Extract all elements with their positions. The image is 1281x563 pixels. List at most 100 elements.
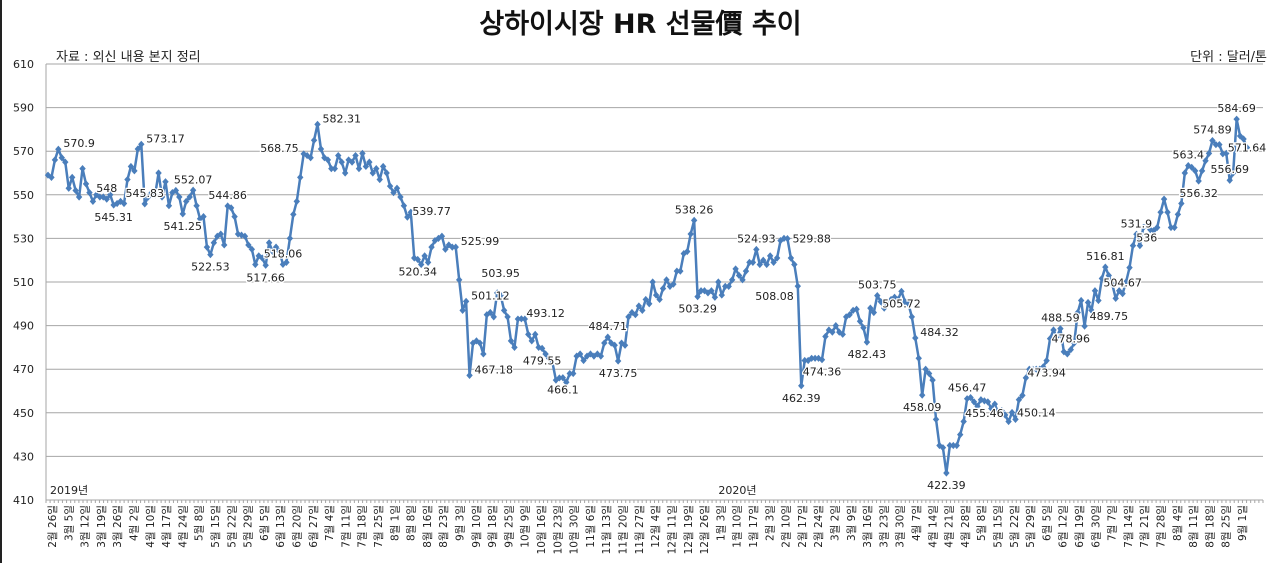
data-point-marker xyxy=(1233,115,1240,123)
data-point-marker xyxy=(369,169,377,177)
data-point-marker xyxy=(507,337,515,345)
x-tick-label: 5월 8일 xyxy=(193,505,206,541)
data-point-marker xyxy=(763,260,770,269)
data-label: 571.64 xyxy=(1228,142,1267,155)
data-point-marker xyxy=(193,202,200,210)
data-point-marker xyxy=(1064,350,1071,358)
data-point-marker xyxy=(950,441,957,450)
y-tick-label: 570 xyxy=(13,145,34,158)
data-point-marker xyxy=(528,337,535,345)
data-label: 505.72 xyxy=(882,297,921,310)
x-tick-label: 3월 5일 xyxy=(62,505,75,541)
data-point-marker xyxy=(576,350,584,358)
data-point-marker xyxy=(583,352,591,360)
y-tick-label: 410 xyxy=(13,494,34,507)
data-point-marker xyxy=(106,191,114,199)
data-point-marker xyxy=(735,271,743,280)
data-point-marker xyxy=(957,431,964,439)
data-point-marker xyxy=(1240,135,1247,143)
data-point-marker xyxy=(1074,308,1081,317)
data-point-marker xyxy=(348,158,356,166)
data-label: 473.75 xyxy=(599,367,638,380)
data-point-marker xyxy=(1001,411,1009,419)
data-point-marker xyxy=(1039,363,1047,371)
data-point-marker xyxy=(1219,150,1227,158)
data-point-marker xyxy=(770,258,777,266)
x-tick-label: 11월 27일 xyxy=(633,505,646,554)
data-point-marker xyxy=(1026,365,1033,373)
x-tick-label: 9월 3일 xyxy=(454,505,467,541)
data-point-marker xyxy=(352,151,359,160)
data-label: 544.86 xyxy=(208,189,247,202)
data-point-marker xyxy=(960,417,967,426)
x-tick-label: 7월 18일 xyxy=(356,505,369,548)
data-point-marker xyxy=(929,376,936,384)
data-point-marker xyxy=(642,295,649,304)
data-point-marker xyxy=(708,287,715,295)
data-point-marker xyxy=(722,282,729,290)
data-point-marker xyxy=(497,291,504,299)
x-tick-label: 7월 4일 xyxy=(323,505,336,541)
data-point-marker xyxy=(1202,157,1209,165)
data-label: 524.93 xyxy=(737,232,776,245)
x-tick-label: 3월 2일 xyxy=(828,505,841,541)
data-point-marker xyxy=(407,208,415,216)
data-point-marker xyxy=(991,400,998,408)
x-tick-label: 8월 18일 xyxy=(1203,505,1216,548)
data-point-marker xyxy=(117,197,124,205)
y-tick-label: 510 xyxy=(13,276,34,289)
x-tick-label: 9월 10일 xyxy=(470,505,483,548)
data-point-marker xyxy=(82,180,90,188)
data-point-marker xyxy=(625,313,632,321)
x-tick-label: 10월 23일 xyxy=(551,505,564,554)
x-tick-label: 9월 25일 xyxy=(502,505,515,548)
x-tick-label: 3월 26일 xyxy=(111,505,124,548)
data-point-marker xyxy=(732,265,739,273)
data-point-marker xyxy=(860,324,867,332)
data-point-marker xyxy=(849,306,857,314)
data-point-marker xyxy=(559,374,567,382)
data-point-marker xyxy=(338,158,345,166)
data-point-marker xyxy=(715,278,722,286)
x-tick-label: 7월 11일 xyxy=(339,505,352,548)
data-point-marker xyxy=(804,356,812,365)
data-point-marker xyxy=(200,213,207,221)
data-point-marker xyxy=(908,313,916,321)
data-point-marker xyxy=(1136,241,1144,250)
data-point-marker xyxy=(341,169,349,177)
x-tick-label: 4월 7일 xyxy=(910,505,923,541)
x-tick-label: 10월 16일 xyxy=(535,505,548,554)
data-point-marker xyxy=(1178,199,1185,208)
data-point-marker xyxy=(51,156,59,164)
data-point-marker xyxy=(784,235,791,243)
data-point-marker xyxy=(72,186,79,195)
data-point-marker xyxy=(749,258,757,266)
data-point-marker xyxy=(701,287,708,295)
data-point-marker xyxy=(874,292,881,300)
data-point-marker xyxy=(884,300,891,308)
data-point-marker xyxy=(359,149,366,157)
data-point-marker xyxy=(96,193,104,201)
data-point-marker xyxy=(943,469,950,477)
x-tick-label: 6월 30일 xyxy=(1089,505,1102,548)
data-point-marker xyxy=(635,302,643,310)
y-tick-label: 590 xyxy=(13,102,34,115)
x-tick-label: 4월 21일 xyxy=(943,505,956,548)
data-point-marker xyxy=(207,251,214,259)
data-point-marker xyxy=(141,200,148,208)
data-point-marker xyxy=(601,339,608,347)
x-tick-label: 5월 22일 xyxy=(1008,505,1021,548)
data-point-marker xyxy=(728,276,736,284)
data-label: 522.53 xyxy=(191,261,230,274)
data-point-marker xyxy=(487,308,494,317)
data-point-marker xyxy=(1243,144,1251,152)
y-tick-label: 610 xyxy=(13,58,34,71)
data-point-marker xyxy=(500,306,508,314)
data-point-marker xyxy=(608,339,615,347)
x-tick-label: 4월 17일 xyxy=(160,505,173,548)
data-label: 556.69 xyxy=(1210,163,1249,176)
x-tick-label: 9월 1일 xyxy=(1236,505,1249,541)
data-label: 545.31 xyxy=(94,211,133,224)
data-point-marker xyxy=(697,287,705,295)
data-point-marker xyxy=(1143,221,1150,229)
